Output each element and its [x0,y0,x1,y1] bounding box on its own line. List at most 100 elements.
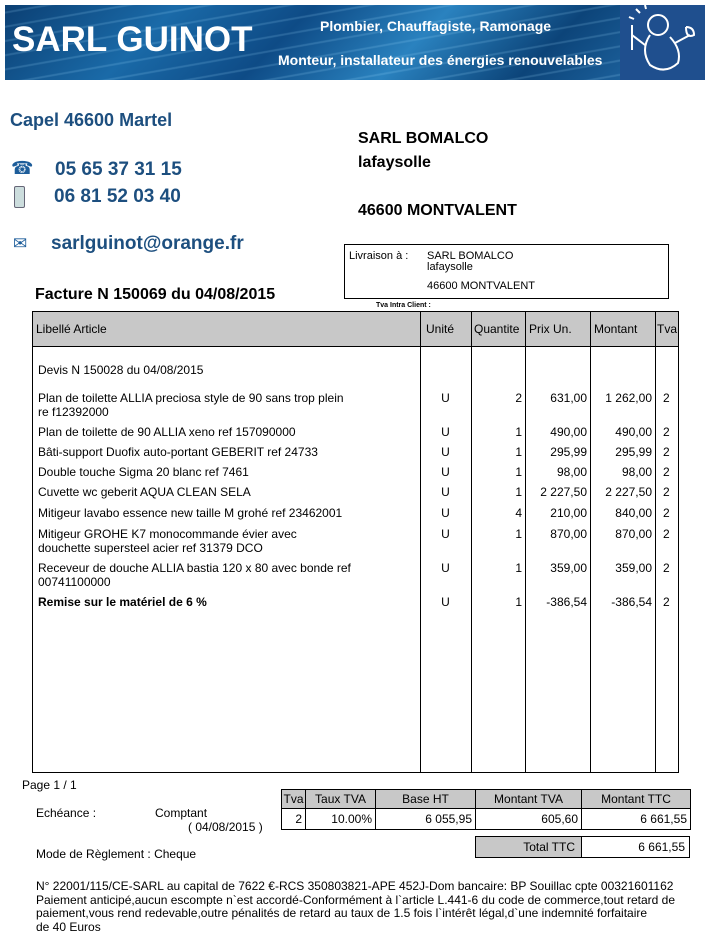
vat-cell-rate: 10.00% [305,808,376,830]
item-quantity: 1 [515,595,522,609]
vat-value: 10.00% [331,812,372,826]
item-unit-price: 359,00 [550,561,587,575]
vat-header-base: Base HT [375,789,476,809]
vat-value: 2 [295,812,302,826]
footer-line: Paiement anticipé,aucun escompte n`est a… [36,892,675,907]
envelope-icon: ✉ [13,234,28,253]
legal-footer: N° 22001/115/CE-SARL au capital de 7622 … [36,879,675,934]
plumber-mascot-icon [620,4,705,80]
total-label-cell: Total TTC [475,836,582,858]
item-tva: 2 [663,425,670,439]
vat-cell-tva: 2 [281,808,306,830]
table-header [33,312,678,347]
item-description: Mitigeur lavabo essence new taille M gro… [38,506,343,520]
vat-header-text: Taux TVA [315,792,366,806]
vat-cell-ttc: 6 661,55 [581,808,691,830]
item-description: Mitigeur GROHE K7 monocommande évier ave… [38,527,297,541]
due-label: Echéance : [36,806,97,820]
item-unit-price: -386,54 [546,595,587,609]
item-amount: 870,00 [615,527,652,541]
item-description: Plan de toilette ALLIA preciosa style de… [38,391,344,405]
item-amount: 98,00 [621,465,652,479]
item-tva: 2 [663,595,670,609]
vat-header-vat-amount: Montant TVA [475,789,582,809]
footer-line: N° 22001/115/CE-SARL au capital de 7622 … [36,879,674,893]
header-tva: Tva [657,322,678,336]
item-tva: 2 [663,506,670,520]
item-unit: U [441,485,450,499]
item-quantity: 1 [515,527,522,541]
item-description: Receveur de douche ALLIA bastia 120 x 80… [38,561,351,575]
vat-value: 6 661,55 [640,812,687,826]
item-unit: U [441,561,450,575]
item-unit-price: 870,00 [550,527,587,541]
client-name: SARL BOMALCO [358,130,489,147]
payment-method: Mode de Règlement : Cheque [36,847,197,861]
vat-cell-base: 6 055,95 [375,808,476,830]
header-unit: Unité [426,322,455,336]
invoice-title: Facture N 150069 du 04/08/2015 [35,286,276,303]
item-description-line2: 00741100000 [38,575,111,589]
header-quantity: Quantite [474,322,520,336]
item-unit: U [441,595,450,609]
item-unit: U [441,506,450,520]
mobile-phone-icon [14,186,25,208]
tva-intra-label: Tva Intra Client : [376,302,431,309]
item-quantity: 1 [515,445,522,459]
item-unit-price: 631,00 [550,391,587,405]
item-unit: U [441,465,450,479]
tagline: Monteur, installateur des énergies renou… [278,52,603,68]
vat-cell-vat-amount: 605,60 [475,808,582,830]
item-unit-price: 210,00 [550,506,587,520]
total-value: 6 661,55 [638,840,685,854]
item-amount: 1 262,00 [605,391,652,405]
company-mobile: 06 81 52 03 40 [54,186,181,207]
company-phone: 05 65 37 31 15 [55,159,182,180]
item-tva: 2 [663,445,670,459]
item-tva: 2 [663,465,670,479]
item-description: Remise sur le matériel de 6 % [38,595,207,609]
due-date: ( 04/08/2015 ) [188,820,263,834]
item-description: Double touche Sigma 20 blanc ref 7461 [38,465,249,479]
vat-header-text: Montant TTC [601,792,671,806]
footer-line: de 40 Euros [36,919,101,934]
vat-header-text: Base HT [402,792,449,806]
item-unit: U [441,391,450,405]
item-description: Bâti-support Duofix auto-portant GEBERIT… [38,445,318,459]
page-number: Page 1 / 1 [22,778,77,792]
vat-header-text: Tva [283,792,304,806]
item-amount: 840,00 [615,506,652,520]
footer-line: paiement,vous rend redevable,outre pénal… [36,906,648,920]
client-city: 46600 MONTVALENT [358,202,517,219]
header-label: Libellé Article [36,322,107,336]
vat-header-tva: Tva [281,789,306,809]
items-table [32,311,679,773]
client-address: lafaysolle [358,154,431,171]
item-quantity: 1 [515,425,522,439]
item-quantity: 1 [515,561,522,575]
header-amount: Montant [594,322,638,336]
total-value-cell: 6 661,55 [581,836,690,858]
item-tva: 2 [663,527,670,541]
item-unit: U [441,425,450,439]
item-quantity: 1 [515,485,522,499]
delivery-label: Livraison à : [349,250,409,262]
item-quantity: 1 [515,465,522,479]
item-amount: 490,00 [615,425,652,439]
item-amount: 359,00 [615,561,652,575]
item-unit-price: 295,99 [550,445,587,459]
item-description: Cuvette wc geberit AQUA CLEAN SELA [38,485,251,499]
vat-value: 605,60 [541,812,578,826]
company-email[interactable]: sarlguinot@orange.fr [51,233,244,254]
delivery-box: Livraison à : SARL BOMALCO lafaysolle 46… [344,244,669,299]
delivery-name: SARL BOMALCO [427,250,514,262]
item-amount: 295,99 [615,445,652,459]
item-unit-price: 98,00 [556,465,587,479]
total-label: Total TTC [523,840,575,854]
delivery-city: 46600 MONTVALENT [427,280,536,292]
brand-name: SARL GUINOT [12,20,253,59]
company-address: Capel 46600 Martel [10,110,173,130]
header-banner [5,5,620,80]
item-description-line2: douchette supersteel acier ref 31379 DCO [38,541,263,555]
